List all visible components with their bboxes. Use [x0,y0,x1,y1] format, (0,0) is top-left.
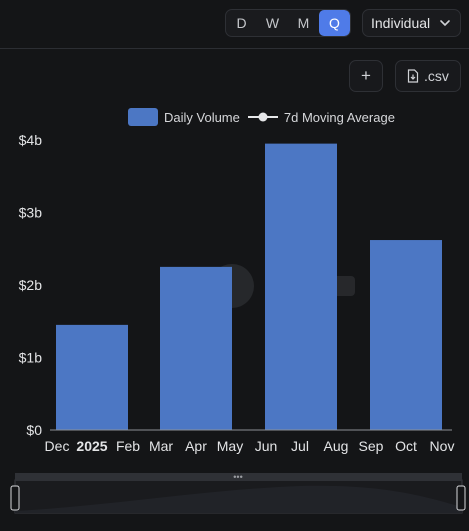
chevron-down-icon [440,20,450,27]
download-csv-button[interactable]: .csv [395,60,461,92]
file-download-icon [407,69,419,83]
y-tick-label: $0 [26,422,42,438]
x-tick-label: Oct [395,438,417,454]
x-tick-label: Mar [149,438,173,454]
x-tick-label: 2025 [76,438,107,454]
grip-dots-icon: ••• [233,472,242,482]
range-slider[interactable]: ••• [10,472,466,514]
volume-bar[interactable] [160,266,232,430]
x-tick-label: Aug [324,438,349,454]
plus-icon: + [361,66,371,85]
chart-legend: Daily Volume 7d Moving Average [128,108,395,126]
legend-line-marker [247,112,278,122]
period-button-month[interactable]: M [297,15,310,31]
range-slider-top-bar[interactable] [15,473,462,481]
y-tick-label: $1b [19,350,43,366]
legend-item-daily-volume[interactable]: Daily Volume [128,108,240,126]
x-tick-label: May [217,438,243,454]
range-slider-preview [15,485,462,513]
volume-bar[interactable] [370,240,442,430]
period-selector: D W M Q [225,9,351,37]
legend-item-moving-average[interactable]: 7d Moving Average [247,109,395,125]
volume-bar[interactable] [265,143,337,430]
x-tick-label: Dec [45,438,70,454]
x-tick-label: Nov [430,438,455,454]
period-button-quarter[interactable]: Q [319,10,350,36]
range-slider-right-handle[interactable] [456,485,466,511]
period-button-day[interactable]: D [236,15,247,31]
y-tick-label: $2b [19,277,43,293]
x-tick-label: Sep [359,438,384,454]
legend-label-daily-volume: Daily Volume [164,109,240,125]
add-chart-button[interactable]: + [349,60,383,92]
y-tick-label: $4b [19,132,43,148]
volume-bar[interactable] [56,324,128,430]
grouping-dropdown[interactable]: Individual [362,9,461,37]
x-tick-label: Feb [116,438,140,454]
y-tick-label: $3b [19,205,43,221]
legend-swatch-bar [128,108,158,126]
top-toolbar: D W M Q Individual [0,0,469,49]
range-slider-left-handle[interactable] [10,485,20,511]
period-button-week[interactable]: W [265,15,280,31]
grouping-dropdown-label: Individual [371,15,431,31]
csv-label: .csv [424,68,449,84]
x-tick-label: Jun [255,438,278,454]
x-tick-label: Jul [291,438,309,454]
legend-label-moving-average: 7d Moving Average [283,109,395,125]
x-tick-label: Apr [185,438,207,454]
